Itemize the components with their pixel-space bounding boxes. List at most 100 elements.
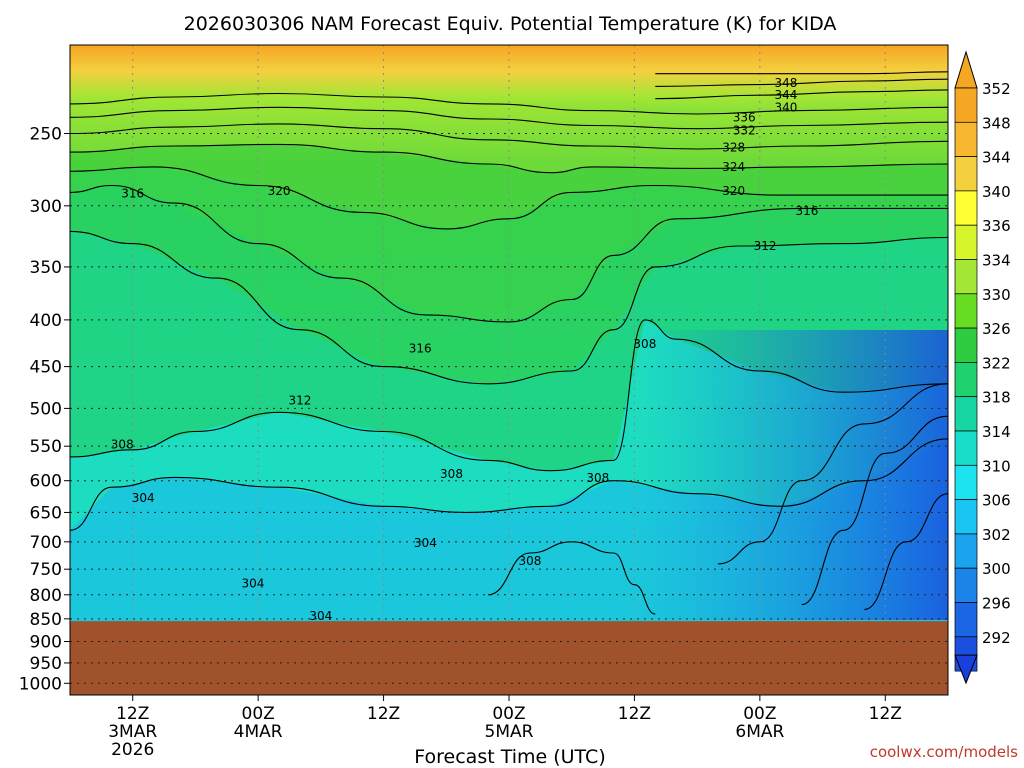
x-tick-label: 5MAR	[485, 722, 534, 742]
x-tick-label: 12Z	[869, 704, 902, 724]
y-tick-label: 700	[30, 533, 62, 553]
colorbar-bin	[954, 156, 978, 192]
contour-300	[801, 415, 948, 606]
x-tick-label: 2026	[111, 740, 154, 760]
y-tick-label: 900	[30, 632, 62, 652]
colorbar-bin	[954, 362, 978, 398]
colorbar-label: 330	[982, 286, 1011, 304]
contour-320	[488, 541, 656, 615]
contour-label: 304	[309, 609, 332, 623]
below-ground-mask	[70, 621, 948, 695]
contour-296	[864, 493, 948, 610]
contour-304	[70, 438, 948, 531]
y-tick-label: 850	[30, 610, 62, 630]
y-tick-label: 350	[30, 258, 62, 278]
contour-328	[70, 123, 948, 150]
colorbar-label: 326	[982, 320, 1011, 338]
colorbar-bin	[954, 327, 978, 363]
colorbar-bin	[954, 224, 978, 260]
y-tick-label: 800	[30, 586, 62, 606]
contour-316	[70, 184, 948, 323]
colorbar-bin	[954, 121, 978, 157]
colorbar-label: 352	[982, 80, 1011, 98]
x-axis-label: Forecast Time (UTC)	[414, 746, 605, 768]
colorbar-bin	[954, 533, 978, 569]
contour-label: 332	[733, 123, 756, 137]
colorbar-bin	[954, 464, 978, 500]
contour-label: 324	[722, 160, 745, 174]
contour-label: 320	[722, 184, 745, 198]
x-tick-label: 00Z	[492, 704, 525, 724]
colorbar-label: 340	[982, 183, 1011, 201]
y-tick-label: 300	[30, 197, 62, 217]
x-tick-label: 3MAR	[108, 722, 157, 742]
x-tick-label: 6MAR	[735, 722, 784, 742]
x-tick-label: 00Z	[242, 704, 275, 724]
contour-label: 328	[722, 141, 745, 155]
contour-label: 304	[241, 577, 264, 591]
colorbar-bin	[954, 87, 978, 123]
colorbar-label: 300	[982, 560, 1011, 578]
contour-344	[655, 78, 948, 87]
contour-340	[655, 89, 948, 100]
contour-label: 312	[754, 239, 777, 253]
colorbar-label: 292	[982, 629, 1011, 647]
colorbar-label: 302	[982, 526, 1011, 544]
contour-label: 312	[288, 393, 311, 407]
y-tick-label: 250	[30, 124, 62, 144]
y-tick-label: 600	[30, 472, 62, 492]
contour-312	[70, 230, 948, 385]
colorbar-label: 334	[982, 252, 1011, 270]
colorbar-label: 314	[982, 423, 1011, 441]
contour-308	[70, 319, 948, 472]
colorbar-bin	[954, 567, 978, 603]
x-tick-label: 4MAR	[234, 722, 283, 742]
colorbar-label: 322	[982, 354, 1011, 372]
contour-label: 308	[586, 471, 609, 485]
colorbar-bin	[954, 499, 978, 535]
y-tick-label: 400	[30, 311, 62, 331]
colorbar-bin	[954, 430, 978, 466]
contour-label: 304	[414, 536, 437, 550]
contour-332	[70, 106, 948, 130]
contour-320	[70, 166, 948, 230]
contour-label: 308	[440, 467, 463, 481]
contour-label: 336	[733, 110, 756, 124]
colorbar-label: 318	[982, 389, 1011, 407]
contour-label: 308	[518, 554, 541, 568]
credit-text: coolwx.com/models	[870, 743, 1018, 761]
colorbar-label: 306	[982, 492, 1011, 510]
colorbar-top-arrow	[954, 50, 978, 89]
colorbar-bottom-arrow	[954, 654, 978, 685]
colorbar-bin	[954, 190, 978, 226]
colorbar-bin	[954, 602, 978, 638]
colorbar-label: 310	[982, 457, 1011, 475]
contour-label: 348	[775, 76, 798, 90]
x-tick-label: 12Z	[618, 704, 651, 724]
x-tick-label: 00Z	[743, 704, 776, 724]
contour-324	[70, 143, 948, 174]
x-tick-label: 12Z	[116, 704, 149, 724]
contour-348	[655, 71, 948, 75]
contour-336	[70, 92, 948, 115]
y-tick-label: 1000	[19, 674, 62, 694]
contour-label: 316	[121, 187, 144, 201]
contour-label: 344	[775, 88, 798, 102]
contour-302	[717, 383, 948, 565]
colorbar-label: 344	[982, 149, 1011, 167]
y-tick-label: 450	[30, 358, 62, 378]
x-tick-label: 12Z	[367, 704, 400, 724]
y-tick-label: 500	[30, 399, 62, 419]
y-tick-label: 550	[30, 437, 62, 457]
chart-title: 2026030306 NAM Forecast Equiv. Potential…	[184, 13, 837, 35]
contour-label: 340	[775, 100, 798, 114]
y-tick-label: 650	[30, 503, 62, 523]
y-tick-label: 950	[30, 654, 62, 674]
y-axis: 2503003504004505005506006507007508008509…	[19, 124, 70, 694]
contour-label: 308	[633, 337, 656, 351]
colorbar-label: 296	[982, 595, 1011, 613]
